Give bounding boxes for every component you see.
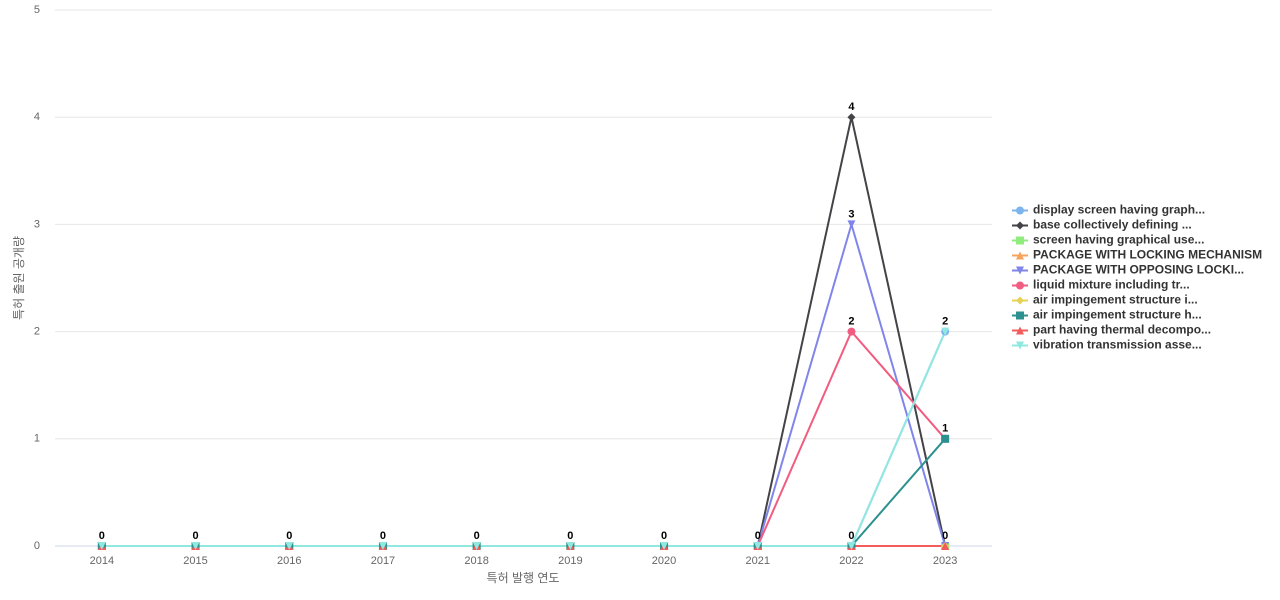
legend-label: part having thermal decompo... (1033, 323, 1211, 337)
legend-label: base collectively defining ... (1033, 218, 1192, 232)
x-tick-label: 2014 (90, 555, 114, 567)
legend-label: air impingement structure h... (1033, 308, 1202, 322)
legend-item: vibration transmission asse... (1012, 338, 1202, 352)
legend-marker (1016, 311, 1024, 320)
x-tick-label: 2018 (464, 555, 488, 567)
marker (847, 113, 856, 122)
legend-item: base collectively defining ... (1012, 218, 1192, 232)
legend-item: air impingement structure i... (1012, 293, 1198, 307)
data-label: 1 (942, 423, 948, 435)
y-tick-label: 3 (34, 218, 40, 230)
x-tick-label: 2020 (652, 555, 676, 567)
x-tick-label: 2017 (371, 555, 395, 567)
data-label: 0 (942, 530, 948, 542)
y-tick-label: 2 (34, 326, 40, 338)
legend-marker (1016, 296, 1024, 305)
x-tick-label: 2023 (933, 555, 957, 567)
marker (285, 542, 294, 550)
x-tick-label: 2016 (277, 555, 301, 567)
legend-marker (1016, 326, 1024, 335)
y-axis-title: 특허 출원 공개량 (12, 236, 26, 320)
legend-label: air impingement structure i... (1033, 293, 1198, 307)
data-label: 0 (286, 530, 292, 542)
data-label: 0 (848, 530, 854, 542)
marker (941, 434, 950, 443)
x-tick-label: 2022 (839, 555, 863, 567)
marker (566, 542, 575, 550)
legend-marker (1016, 266, 1024, 275)
x-axis-title: 특허 발행 연도 (487, 570, 560, 585)
y-tick-label: 5 (34, 4, 40, 16)
legend-marker (1016, 236, 1024, 245)
legend-marker (1016, 206, 1024, 215)
data-label: 3 (848, 208, 854, 220)
series-line (101, 331, 947, 547)
x-tick-label: 2021 (746, 555, 770, 567)
x-tick-label: 2019 (558, 555, 582, 567)
y-tick-label: 1 (34, 433, 40, 445)
legend-label: vibration transmission asse... (1033, 338, 1202, 352)
legend-label: PACKAGE WITH OPPOSING LOCKI... (1033, 263, 1244, 277)
legend-marker (1016, 341, 1024, 350)
legend-marker (1016, 221, 1024, 230)
marker (847, 220, 856, 229)
data-label: 4 (848, 101, 855, 113)
legend-marker (1016, 251, 1024, 260)
legend-item: part having thermal decompo... (1012, 323, 1211, 337)
data-label: 0 (192, 530, 198, 542)
y-tick-label: 4 (34, 111, 40, 123)
data-label: 0 (567, 530, 573, 542)
marker (191, 542, 200, 550)
marker (941, 542, 950, 550)
data-label: 2 (848, 316, 854, 328)
data-label: 0 (755, 530, 761, 542)
y-tick-label: 0 (34, 540, 40, 552)
legend-item: screen having graphical use... (1012, 233, 1204, 247)
marker (753, 542, 762, 550)
legend-item: liquid mixture including tr... (1012, 278, 1190, 292)
data-label: 0 (661, 530, 667, 542)
legend-item: display screen having graph... (1012, 203, 1205, 217)
legend-label: liquid mixture including tr... (1033, 278, 1190, 292)
x-tick-label: 2015 (183, 555, 207, 567)
legend-marker (1016, 281, 1024, 290)
legend-item: PACKAGE WITH OPPOSING LOCKI... (1012, 263, 1244, 277)
data-label: 0 (474, 530, 480, 542)
marker (378, 542, 387, 550)
legend-item: PACKAGE WITH LOCKING MECHANISM (1012, 248, 1262, 262)
marker (941, 327, 950, 336)
legend-item: air impingement structure h... (1012, 308, 1202, 322)
data-label: 2 (942, 316, 948, 328)
marker (97, 542, 106, 550)
marker (847, 542, 856, 550)
legend-label: display screen having graph... (1033, 203, 1205, 217)
data-label: 0 (99, 530, 105, 542)
marker (660, 542, 669, 550)
series-line (101, 220, 947, 547)
marker (472, 542, 481, 550)
legend-label: PACKAGE WITH LOCKING MECHANISM (1033, 248, 1262, 262)
data-label: 0 (380, 530, 386, 542)
series-line (101, 438, 946, 547)
legend-label: screen having graphical use... (1033, 233, 1204, 247)
marker (847, 327, 856, 336)
